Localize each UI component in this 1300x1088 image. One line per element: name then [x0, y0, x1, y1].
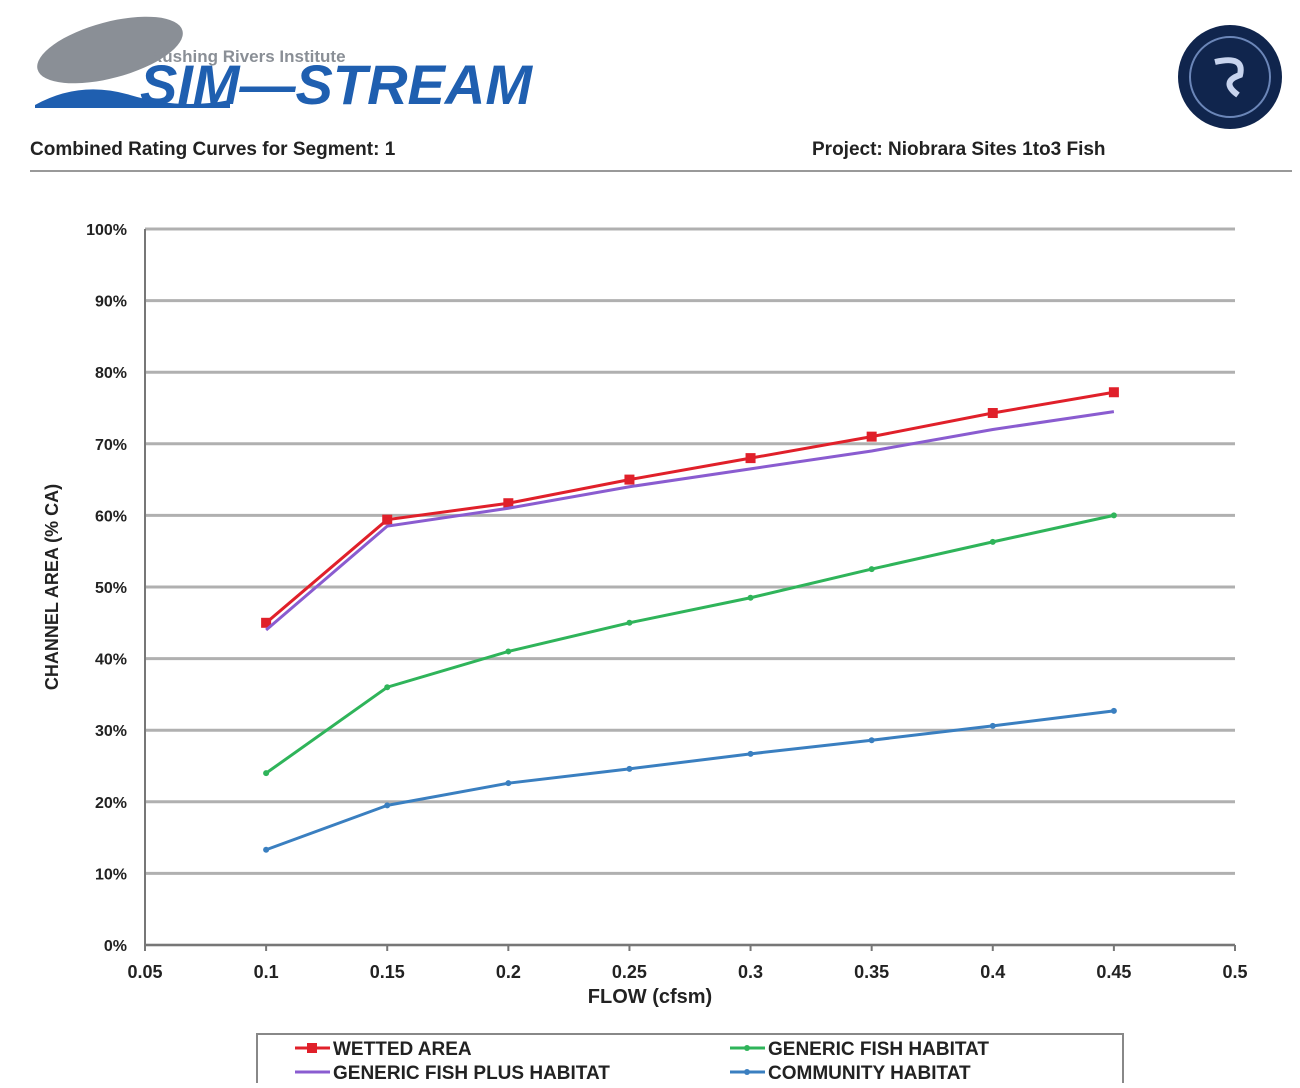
x-tick-label: 0.35 [854, 962, 889, 982]
legend [256, 1033, 1124, 1088]
series-line [265, 410, 1115, 632]
y-tick-label: 0% [104, 938, 127, 955]
y-tick-label: 60% [95, 508, 127, 525]
header-right: Project: Niobrara Sites 1to3 Fish [812, 139, 1106, 160]
institute-name: Rushing Rivers Institute [150, 47, 346, 66]
logo-text: SIM—STREAM [140, 53, 533, 116]
point [1108, 387, 1119, 398]
point [989, 538, 996, 545]
point [866, 431, 877, 442]
point [263, 846, 270, 853]
x-tick-label: 0.2 [496, 962, 521, 982]
point [384, 802, 391, 809]
x-tick-label: 0.15 [370, 962, 405, 982]
point [868, 566, 875, 573]
series-line [265, 513, 1115, 775]
point [263, 770, 270, 777]
point [1110, 707, 1117, 714]
y-tick-label: 70% [95, 437, 127, 454]
emblem [1178, 25, 1282, 129]
legend-label: WETTED AREA [333, 1039, 472, 1060]
x-tick-label: 0.1 [254, 962, 279, 982]
point [987, 408, 998, 419]
y-tick-label: 30% [95, 723, 127, 740]
y-tick-label: 90% [95, 294, 127, 311]
x-tick-label: 0.05 [127, 962, 162, 982]
x-axis-label: FLOW (cfsm) [588, 986, 712, 1008]
point [747, 594, 754, 601]
y-tick-label: 80% [95, 365, 127, 382]
point [505, 648, 512, 655]
point [624, 474, 635, 485]
point [505, 780, 512, 787]
legend-label: GENERIC FISH PLUS HABITAT [333, 1063, 610, 1083]
y-tick-label: 40% [95, 652, 127, 669]
point [503, 498, 514, 509]
point [382, 514, 393, 525]
x-tick-label: 0.5 [1222, 962, 1247, 982]
point [1110, 512, 1117, 519]
header-left: Combined Rating Curves for Segment: 1 [30, 139, 396, 160]
logo: Rushing Rivers Institute SIM—STREAM [35, 16, 533, 116]
y-tick-label: 20% [95, 795, 127, 812]
y-tick-label: 100% [86, 222, 127, 239]
x-tick-label: 0.25 [612, 962, 647, 982]
legend-label: GENERIC FISH HABITAT [768, 1039, 989, 1060]
point [868, 737, 875, 744]
legend-label: COMMUNITY HABITAT [768, 1063, 971, 1083]
y-axis-label: CHANNEL AREA (% CA) [42, 484, 62, 690]
point [626, 765, 633, 772]
x-tick-label: 0.3 [738, 962, 763, 982]
series-line [265, 709, 1115, 852]
series-line [265, 390, 1115, 624]
point [989, 722, 996, 729]
point [261, 617, 272, 628]
x-tick-label: 0.4 [980, 962, 1005, 982]
point [384, 684, 391, 691]
legend-marker [744, 1045, 750, 1051]
y-tick-label: 50% [95, 580, 127, 597]
point [745, 453, 756, 464]
x-tick-label: 0.45 [1096, 962, 1131, 982]
point [747, 750, 754, 757]
point [626, 619, 633, 626]
y-tick-label: 10% [95, 866, 127, 883]
legend-marker [744, 1069, 750, 1075]
legend-marker [307, 1043, 317, 1053]
